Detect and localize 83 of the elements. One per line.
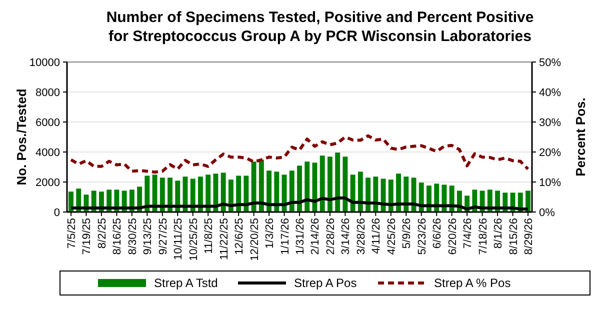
x-tick-label: 8/29/26 xyxy=(523,218,535,255)
bar xyxy=(366,178,371,212)
bar xyxy=(152,174,158,212)
bar xyxy=(160,178,165,212)
x-tick-label: 2/28/26 xyxy=(324,218,337,255)
x-tick-label: 1/3/26 xyxy=(264,218,276,249)
y-tick-label: 10000 xyxy=(29,57,60,69)
bar xyxy=(144,176,150,212)
y-tick-label: 6000 xyxy=(36,117,60,129)
bar xyxy=(244,176,249,212)
y2-tick-label: 30% xyxy=(539,117,562,129)
bar xyxy=(289,170,294,212)
x-tick-label: 5/23/26 xyxy=(416,218,428,255)
x-tick-label: 8/16/25 xyxy=(112,218,124,255)
bar xyxy=(274,172,280,212)
x-tick-label: 6/6/26 xyxy=(432,218,444,249)
bar xyxy=(380,178,386,212)
bar xyxy=(297,166,302,212)
x-tick-label: 7/4/26 xyxy=(462,218,474,249)
bar xyxy=(220,172,226,212)
y2-axis-title: Percent Pos. xyxy=(573,98,588,176)
bar xyxy=(404,176,409,212)
x-tick-label: 12/20/25 xyxy=(248,218,261,261)
x-tick-label: 1/31/26 xyxy=(294,218,306,255)
legend-label: Strep A Tstd xyxy=(154,276,218,290)
chart-title: Number of Specimens Tested, Positive and Percent Positive for Streptococcus Group A by PCR Wisconsin Laboratories xyxy=(106,9,534,45)
x-tick-label: 8/1/26 xyxy=(492,218,505,249)
bar xyxy=(320,156,325,212)
bar xyxy=(236,176,242,212)
x-tick-label: 1/17/26 xyxy=(279,218,292,255)
x-tick-label: 8/15/26 xyxy=(508,218,520,255)
x-tick-label: 3/14/26 xyxy=(340,218,352,255)
y2-tick-label: 40% xyxy=(539,87,562,99)
bar xyxy=(168,178,172,212)
bar xyxy=(251,162,256,212)
legend-label: Strep A % Pos xyxy=(434,276,511,290)
bar xyxy=(175,180,180,212)
x-tick-label: 9/27/25 xyxy=(157,218,170,255)
bar xyxy=(198,176,203,212)
x-tick-label: 8/30/25 xyxy=(126,218,139,255)
x-tick-label: 11/22/25 xyxy=(218,218,230,260)
bar xyxy=(304,162,310,212)
y2-tick-label: 0% xyxy=(539,207,556,219)
x-tick-label: 12/6/25 xyxy=(234,218,246,255)
bar xyxy=(388,180,394,212)
bar xyxy=(190,178,196,212)
bar xyxy=(335,152,340,212)
x-tick-label: 2/14/26 xyxy=(310,218,322,255)
x-tick-label: 10/25/25 xyxy=(188,218,200,261)
x-tick-label: 10/11/25 xyxy=(172,218,185,260)
x-tick-label: 7/18/26 xyxy=(477,218,490,255)
bar xyxy=(213,174,218,212)
bar xyxy=(68,192,74,212)
y-tick-label: 0 xyxy=(54,207,60,219)
y-tick-label: 8000 xyxy=(36,87,60,99)
x-tick-label: 11/8/25 xyxy=(203,218,216,254)
bar xyxy=(350,174,356,212)
x-tick-label: 5/9/26 xyxy=(401,218,414,249)
x-tick-label: 7/19/25 xyxy=(81,218,94,255)
x-tick-label: 6/20/26 xyxy=(446,218,459,255)
x-tick-label: 4/25/26 xyxy=(386,218,398,255)
y2-tick-label: 20% xyxy=(539,147,562,159)
bar xyxy=(396,174,401,212)
x-tick-label: 9/13/25 xyxy=(142,218,154,255)
bar xyxy=(206,174,211,212)
y-tick-label: 2000 xyxy=(36,177,60,189)
bar xyxy=(526,190,530,212)
legend-label: Strep A Pos xyxy=(294,276,357,290)
y-axis-title: No. Pos./Tested xyxy=(14,88,29,186)
y2-tick-label: 10% xyxy=(539,177,562,189)
bar xyxy=(342,156,348,212)
x-tick-label: 3/28/26 xyxy=(355,218,368,255)
bar xyxy=(358,172,363,212)
line-series xyxy=(70,134,530,174)
x-tick-label: 4/11/26 xyxy=(370,218,383,254)
x-tick-label: 7/5/25 xyxy=(66,218,78,249)
bar xyxy=(266,170,272,212)
bar xyxy=(327,156,332,212)
x-tick-label: 8/2/25 xyxy=(96,218,108,249)
y-tick-label: 4000 xyxy=(36,147,60,159)
bar xyxy=(258,160,264,212)
bar xyxy=(373,176,378,212)
y2-tick-label: 50% xyxy=(539,57,562,69)
